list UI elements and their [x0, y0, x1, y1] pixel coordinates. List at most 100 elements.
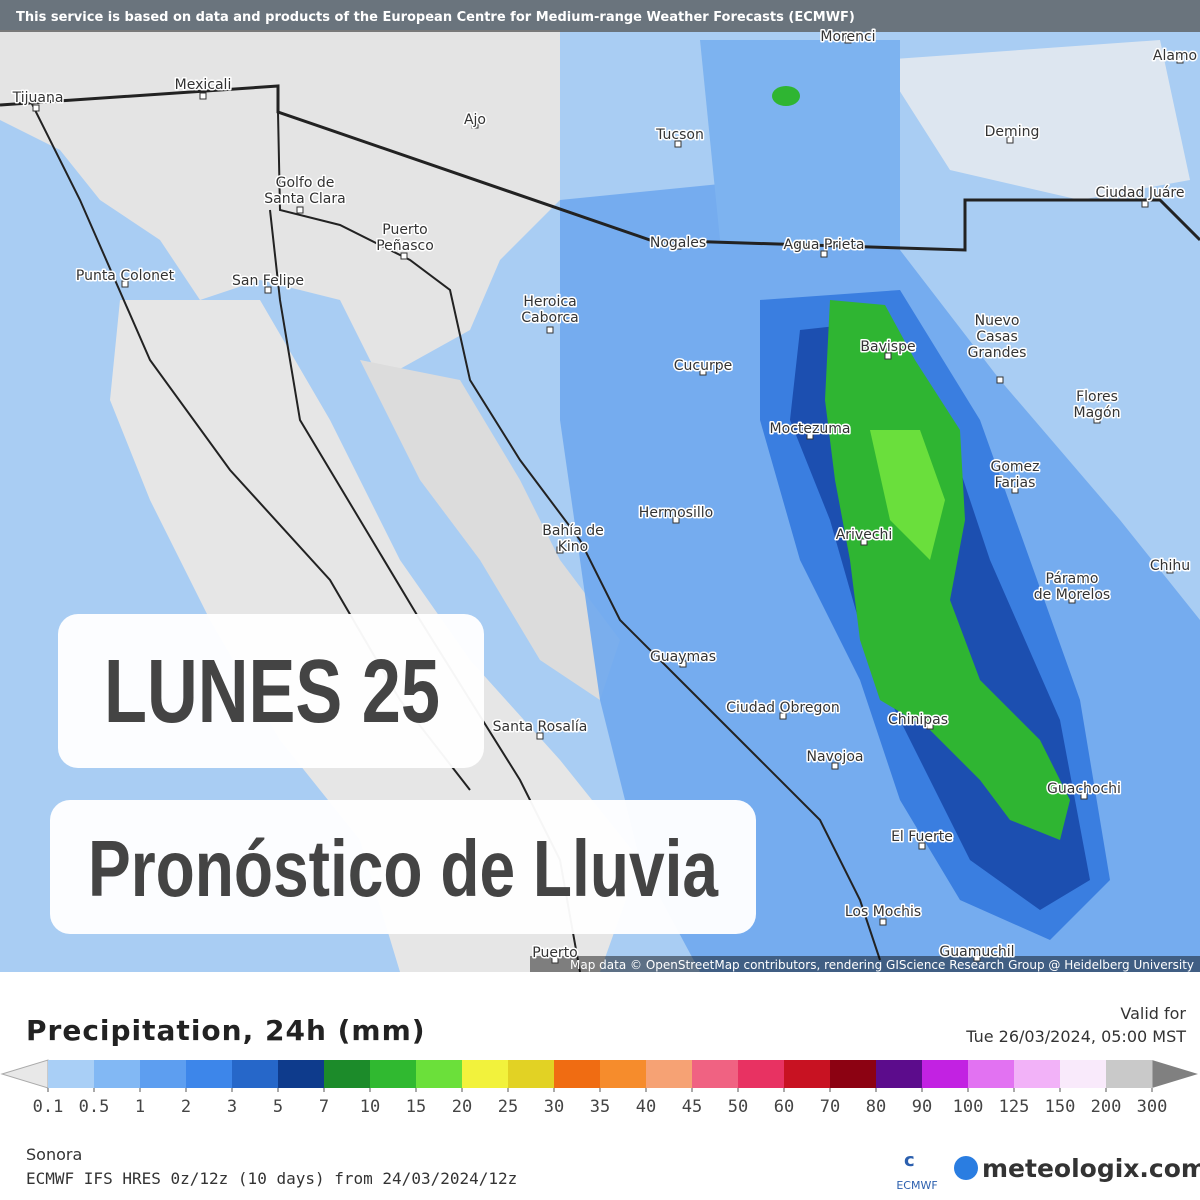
city-dot	[121, 280, 129, 288]
scale-swatch	[830, 1060, 877, 1088]
city-label: Agua Prieta	[784, 237, 865, 253]
city-dot	[879, 918, 887, 926]
scale-swatch	[94, 1060, 141, 1088]
scale-label: 7	[319, 1097, 329, 1117]
city-label: Tijuana	[12, 90, 64, 106]
city-label: San Felipe	[232, 273, 304, 289]
map: This service is based on data and produc…	[0, 0, 1200, 972]
scale-swatch	[646, 1060, 693, 1088]
city-dot	[556, 546, 564, 554]
city-dot	[551, 956, 559, 964]
city-label: Morenci	[820, 29, 875, 45]
city-dot	[32, 104, 40, 112]
scale-swatch	[922, 1060, 969, 1088]
scale-swatch	[370, 1060, 417, 1088]
city-dot	[400, 252, 408, 260]
scale-arrow-low	[0, 1059, 49, 1089]
city-dot	[1011, 486, 1019, 494]
scale-label: 90	[912, 1097, 932, 1117]
city-dot	[1006, 136, 1014, 144]
scale-swatch	[232, 1060, 279, 1088]
city-label: Bahía de	[542, 523, 603, 539]
city-label: Gomez	[990, 459, 1039, 475]
scale-label: 20	[452, 1097, 472, 1117]
region: Sonora	[26, 1145, 82, 1164]
city-dot	[779, 712, 787, 720]
dry-area	[360, 360, 620, 700]
city-label: Hermosillo	[639, 505, 713, 521]
scale-swatch	[416, 1060, 463, 1088]
city-dot	[918, 842, 926, 850]
city-dot	[674, 242, 682, 250]
city-dot	[536, 732, 544, 740]
valid-time: Tue 26/03/2024, 05:00 MST	[965, 1027, 1186, 1046]
scale-label: 40	[636, 1097, 656, 1117]
city-label: Santa Rosalía	[493, 719, 588, 735]
city-dot	[546, 326, 554, 334]
city-label: Heroica	[523, 294, 576, 310]
city-dot	[884, 352, 892, 360]
scale-swatch	[48, 1060, 95, 1088]
city-label: Cucurpe	[674, 358, 732, 374]
city-dot	[699, 368, 707, 376]
scale-label: 30	[544, 1097, 564, 1117]
scale-swatch	[508, 1060, 555, 1088]
city-label: Magón	[1074, 405, 1121, 421]
scale-swatch	[462, 1060, 509, 1088]
city-label: Grandes	[968, 345, 1027, 361]
scale-swatch	[876, 1060, 923, 1088]
city-label: Guaymas	[650, 649, 716, 665]
model-info: ECMWF IFS HRES 0z/12z (10 days) from 24/…	[26, 1169, 517, 1188]
city-dot	[860, 538, 868, 546]
city-dot	[831, 762, 839, 770]
scale-label: 45	[682, 1097, 702, 1117]
header-notice: This service is based on data and produc…	[16, 10, 855, 25]
city-label: Ajo	[464, 112, 486, 128]
scale-label: 300	[1137, 1097, 1168, 1117]
green-rain-area	[772, 86, 800, 106]
dry-area	[880, 40, 1190, 200]
rain-area	[700, 40, 900, 250]
city-label: Moctezuma	[770, 421, 851, 437]
scale-label: 0.1	[33, 1097, 64, 1117]
scale-swatch	[692, 1060, 739, 1088]
city-label: Flores	[1076, 389, 1118, 405]
scale-swatch	[554, 1060, 601, 1088]
scale-label: 100	[953, 1097, 984, 1117]
scale-label: 1	[135, 1097, 145, 1117]
city-label: Deming	[985, 124, 1040, 140]
city-dot	[1093, 416, 1101, 424]
city-label: Casas	[976, 329, 1018, 345]
scale-label: 70	[820, 1097, 840, 1117]
city-label: Caborca	[521, 310, 579, 326]
legend-title: Precipitation, 24h (mm)	[26, 1014, 426, 1047]
scale-label: 150	[1045, 1097, 1076, 1117]
brand: meteologix.com	[982, 1154, 1200, 1183]
scale-label: 0.5	[79, 1097, 110, 1117]
city-dot	[973, 954, 981, 962]
valid-label: Valid for	[1120, 1004, 1186, 1023]
overlay-box	[50, 800, 756, 934]
scale-label: 35	[590, 1097, 610, 1117]
city-label: Kino	[558, 539, 589, 555]
city-label: Navojoa	[807, 749, 864, 765]
attribution: Map data © OpenStreetMap contributors, r…	[570, 958, 1194, 972]
scale-label: 50	[728, 1097, 748, 1117]
city-label: Farias	[995, 475, 1036, 491]
scale-swatch	[738, 1060, 785, 1088]
city-label: Punta Colonet	[76, 268, 175, 284]
city-label: Guachochi	[1047, 781, 1121, 797]
scale-label: 60	[774, 1097, 794, 1117]
city-label: Bavispe	[860, 339, 915, 355]
city-dot	[471, 121, 479, 129]
scale-swatch	[278, 1060, 325, 1088]
city-label: Nogales	[650, 235, 706, 251]
city-label: Alamo	[1153, 48, 1197, 64]
city-label: Chihu	[1150, 558, 1190, 574]
city-dot	[926, 722, 934, 730]
city-label: Tucson	[655, 127, 704, 143]
scale-swatch	[600, 1060, 647, 1088]
city-dot	[264, 286, 272, 294]
ecmwf-logo: ECMWF	[896, 1179, 937, 1192]
scale-label: 10	[360, 1097, 380, 1117]
